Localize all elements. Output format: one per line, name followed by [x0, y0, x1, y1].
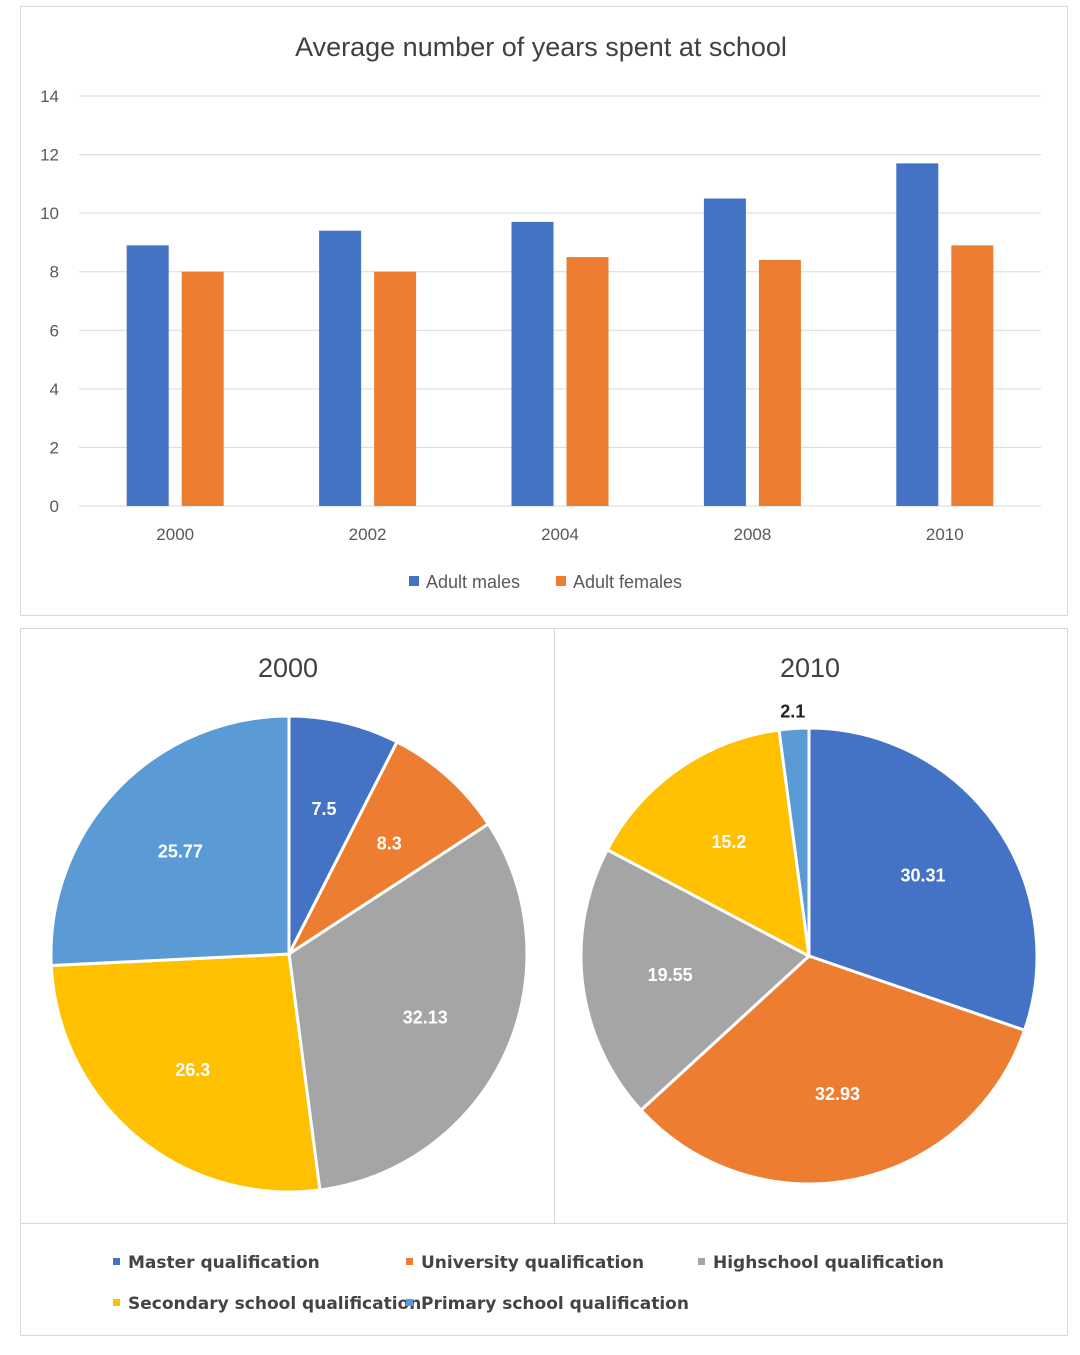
pie-slice-highschool-qualification [287, 821, 529, 1192]
pie-2010-title: 2010 [780, 653, 840, 683]
pie-2010: 30.31 32.93 19.55 15.2 2.1 [579, 702, 1039, 1186]
bar-y-axis-ticks: 0 2 4 6 8 10 12 14 [40, 87, 59, 516]
bar-adult-males-2000 [126, 245, 169, 506]
bar-chart-panel: Average number of years spent at school … [20, 6, 1068, 616]
y-tick-label: 4 [50, 380, 59, 399]
bar-x-axis-ticks: 2000 2002 2004 2008 2010 [156, 525, 963, 544]
x-tick-label: 2004 [541, 525, 579, 544]
x-tick-label: 2010 [926, 525, 964, 544]
legend-label: Adult males [426, 572, 520, 592]
pie-data-label: 19.55 [648, 965, 693, 985]
pie-data-label: 32.13 [403, 1008, 448, 1028]
legend-university: University qualification [406, 1253, 644, 1273]
legend-master: Master qualification [113, 1253, 320, 1273]
x-tick-label: 2008 [733, 525, 771, 544]
legend-primary: Primary school qualification [406, 1294, 689, 1314]
bar-adult-females-2010 [951, 245, 994, 506]
bar-adult-males-2010 [896, 163, 939, 506]
y-tick-label: 2 [50, 438, 59, 457]
pie-slice-secondary-school-qualification [605, 728, 811, 959]
legend-swatch [556, 576, 566, 586]
y-tick-label: 8 [50, 263, 59, 282]
legend-highschool-label: Highschool qualification [713, 1253, 945, 1273]
legend-highschool-swatch [698, 1257, 705, 1265]
legend-university-label: University qualification [421, 1253, 645, 1273]
pie-data-label: 32.93 [815, 1084, 860, 1104]
pie-data-label: 30.31 [900, 866, 945, 886]
legend-master-label: Master qualification [128, 1253, 320, 1273]
bar-series [126, 163, 994, 506]
legend-primary-label: Primary school qualification [421, 1294, 689, 1314]
legend-master-swatch [113, 1257, 120, 1265]
legend-primary-swatch [406, 1298, 413, 1306]
bar-adult-females-2002 [374, 271, 417, 506]
pie-charts-panel: 2000 2010 7.5 8.3 32.13 26.3 25.77 30.31 32.9… [20, 628, 1068, 1336]
y-tick-label: 14 [40, 87, 59, 106]
legend-secondary-label: Secondary school qualification [128, 1294, 422, 1314]
legend-label: Adult females [573, 572, 682, 592]
legend-highschool: Highschool qualification [698, 1253, 944, 1273]
pie-2000: 7.5 8.3 32.13 26.3 25.77 [49, 714, 529, 1194]
pie-2000-title: 2000 [258, 653, 318, 683]
pie-data-label: 2.1 [780, 702, 805, 722]
x-tick-label: 2002 [349, 525, 387, 544]
bar-adult-females-2000 [181, 271, 224, 506]
bar-adult-males-2008 [703, 198, 746, 506]
pie-data-label: 26.3 [175, 1060, 210, 1080]
pie-data-label: 25.77 [158, 842, 203, 862]
y-tick-label: 0 [50, 497, 59, 516]
bar-chart-title: Average number of years spent at school [295, 32, 787, 62]
pie-slice-master-qualification [807, 726, 1039, 1033]
bar-adult-males-2002 [319, 230, 362, 506]
bar-chart: Average number of years spent at school … [40, 32, 1041, 592]
pie-slice-master-qualification [287, 714, 400, 955]
pie-divider [554, 629, 555, 1223]
pie-slice-primary-school-qualification [777, 726, 811, 957]
pie-legend: Master qualification University qualific… [21, 1223, 1067, 1335]
pie-slice-university-qualification [638, 954, 1027, 1186]
pie-slice-highschool-qualification [579, 847, 812, 1113]
y-tick-label: 10 [40, 204, 59, 223]
pie-slice-university-qualification [285, 739, 491, 959]
legend-secondary-swatch [113, 1298, 120, 1306]
y-tick-label: 12 [40, 146, 59, 165]
pie-data-label: 7.5 [312, 799, 337, 819]
legend-secondary: Secondary school qualification [113, 1294, 421, 1314]
bar-adult-males-2004 [511, 221, 554, 506]
bar-adult-females-2004 [566, 257, 609, 506]
legend-university-swatch [406, 1257, 413, 1265]
y-tick-label: 6 [50, 321, 59, 340]
pie-slice-primary-school-qualification [49, 714, 291, 968]
bar-legend: Adult males Adult females [409, 572, 682, 592]
pie-charts: 2000 2010 7.5 8.3 32.13 26.3 25.77 30.31 32.9… [49, 653, 1039, 1194]
pie-data-label: 15.2 [711, 832, 746, 852]
legend-swatch [409, 576, 419, 586]
bar-adult-females-2008 [758, 260, 801, 506]
pie-data-label: 8.3 [377, 833, 402, 853]
bar-gridlines [79, 95, 1041, 507]
x-tick-label: 2000 [156, 525, 194, 544]
pie-slice-secondary-school-qualification [49, 952, 322, 1194]
